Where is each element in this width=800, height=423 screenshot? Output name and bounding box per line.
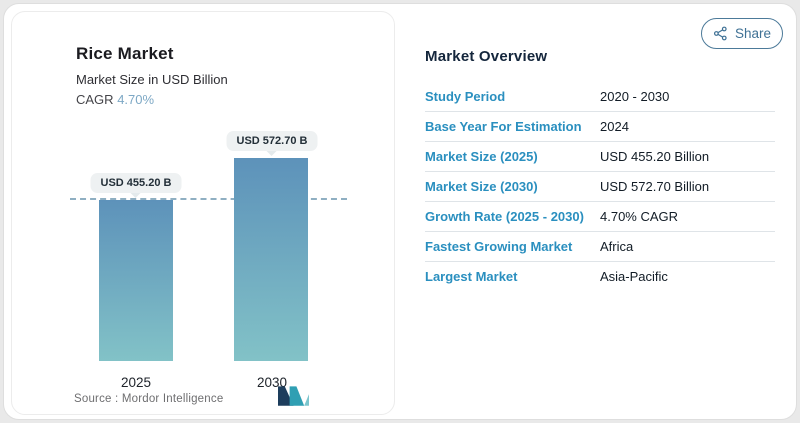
cagr-label: CAGR xyxy=(76,92,114,107)
chart-title: Rice Market xyxy=(76,44,174,63)
row-label: Base Year For Estimation xyxy=(425,119,582,134)
overview-title: Market Overview xyxy=(425,48,548,65)
reference-dashline xyxy=(70,198,347,200)
share-label: Share xyxy=(734,26,772,41)
bar-2025 xyxy=(99,200,173,361)
overview-table: Study Period 2020 - 2030 Base Year For E… xyxy=(425,82,775,291)
row-label: Fastest Growing Market xyxy=(425,239,573,254)
row-value: USD 455.20 Billion xyxy=(600,149,710,164)
table-row-market-size-2030: Market Size (2030) USD 572.70 Billion xyxy=(425,172,775,202)
row-value: Africa xyxy=(600,239,634,254)
row-value: 2020 - 2030 xyxy=(600,89,670,104)
table-row-largest-market: Largest Market Asia-Pacific xyxy=(425,262,775,291)
row-label: Market Size (2030) xyxy=(425,179,538,194)
table-row-study-period: Study Period 2020 - 2030 xyxy=(425,82,775,112)
source-text: Source : Mordor Intelligence xyxy=(74,393,224,405)
row-label: Market Size (2025) xyxy=(425,149,538,164)
cagr-value: 4.70% xyxy=(117,92,155,107)
row-label: Growth Rate (2025 - 2030) xyxy=(425,209,584,224)
chart-subtitle: Market Size in USD Billion xyxy=(76,72,228,87)
bar-value-label-2030: USD 572.70 B xyxy=(226,131,318,151)
table-row-market-size-2025: Market Size (2025) USD 455.20 Billion xyxy=(425,142,775,172)
market-overview-card: Rice Market Market Size in USD Billion C… xyxy=(3,3,797,420)
row-label: Study Period xyxy=(425,89,506,104)
share-icon xyxy=(713,26,727,41)
x-axis-label-2030: 2030 xyxy=(256,375,288,390)
share-button[interactable]: Share xyxy=(701,18,783,49)
bar-value-label-2025: USD 455.20 B xyxy=(90,173,182,193)
chart-cagr-line: CAGR 4.70% xyxy=(76,92,154,107)
x-axis-label-2025: 2025 xyxy=(120,375,152,390)
row-value: 2024 xyxy=(600,119,629,134)
table-row-base-year: Base Year For Estimation 2024 xyxy=(425,112,775,142)
bar-2030 xyxy=(234,158,308,361)
table-row-growth-rate: Growth Rate (2025 - 2030) 4.70% CAGR xyxy=(425,202,775,232)
row-value: USD 572.70 Billion xyxy=(600,179,710,194)
row-label: Largest Market xyxy=(425,269,518,284)
mordor-intelligence-logo xyxy=(278,386,309,406)
row-value: Asia-Pacific xyxy=(600,269,668,284)
row-value: 4.70% CAGR xyxy=(600,209,679,224)
chart-panel: Rice Market Market Size in USD Billion C… xyxy=(11,11,395,415)
table-row-fastest-growing-market: Fastest Growing Market Africa xyxy=(425,232,775,262)
